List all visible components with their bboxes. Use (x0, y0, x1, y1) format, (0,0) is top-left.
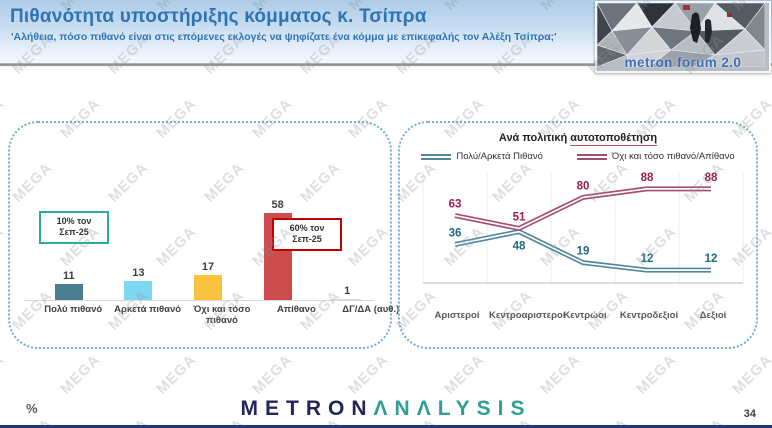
bar-value-label: 17 (201, 260, 215, 273)
bar-column: 1 (312, 123, 382, 300)
line-value-label: 19 (577, 246, 590, 258)
bottom-bar (0, 425, 772, 428)
bar-chart: 11 13 17 58 1 Πολύ πιθανό Αρκετά πιθανό Όχι κα… (12, 123, 399, 326)
line-chart-category-axis: Αριστεροί Κεντροαριστεροί Κεντρώοι Κεντροδε… (425, 310, 745, 321)
line-category-label: Κεντρώοι (563, 310, 607, 321)
bar (333, 298, 362, 300)
bar-value-label: 11 (62, 269, 75, 282)
legend-swatch-likely (421, 153, 452, 160)
line-category-label: Δεξιοί (699, 310, 727, 321)
line-chart-panel: Ανά πολιτική αυτοτοποθέτηση Πολύ/Αρκετά … (398, 121, 758, 349)
bar-chart-axis (24, 300, 374, 301)
metron-forum-logo: metron forum 2.0 (624, 55, 742, 70)
line-value-label: 88 (641, 172, 654, 184)
line-chart-title: Ανά πολιτική αυτοτοποθέτηση (400, 132, 756, 146)
watermark-text: MEGA (345, 351, 392, 398)
line-chart-title-prefix: Ανά πολιτική (498, 132, 571, 144)
bar-category-label: Όχι και τόσο πιθανό (193, 304, 251, 327)
watermark-text: MEGA (153, 351, 200, 398)
line-category-label: Κεντροαριστεροί (489, 310, 566, 321)
bar-value-label: 13 (132, 266, 145, 279)
brand-logo: METRONΛNΛLYSIS (0, 397, 772, 421)
bar-category-label: Απίθανο (276, 304, 316, 315)
line-series-inner (454, 187, 711, 230)
line-chart-legend: Πολύ/Αρκετά Πιθανό Όχι και τόσο πιθανό/Α… (400, 151, 756, 162)
watermark-text: MEGA (0, 95, 8, 142)
bar-value-label: 1 (344, 284, 351, 297)
watermark-text: MEGA (729, 351, 772, 398)
line-value-label: 36 (449, 227, 462, 239)
watermark-text: MEGA (57, 351, 104, 398)
bar-column: 58 (243, 123, 313, 300)
line-chart: 36 48 19 12 12 63 51 80 88 88 (422, 172, 744, 284)
legend-label-unlikely: Όχι και τόσο πιθανό/Απίθανο (611, 151, 735, 162)
legend-item-unlikely: Όχι και τόσο πιθανό/Απίθανο (576, 151, 735, 162)
legend-item-likely: Πολύ/Αρκετά Πιθανό (421, 151, 543, 162)
watermark-text: MEGA (441, 351, 488, 398)
line-series-inner (454, 230, 711, 272)
header-photo: metron forum 2.0 (595, 1, 771, 73)
facade-mosaic-image (597, 3, 765, 67)
annotation-sep25-high-text: 60% τον Σεπ-25 (289, 223, 325, 245)
line-value-label: 12 (705, 253, 718, 265)
bar (193, 274, 222, 300)
brand-metron: METRON (240, 397, 374, 420)
annotation-sep25-low-text: 10% τον Σεπ-25 (56, 216, 92, 238)
bar-chart-panel: 11 13 17 58 1 Πολύ πιθανό Αρκετά πιθανό Όχι κα… (8, 121, 399, 349)
line-value-label: 63 (449, 199, 462, 211)
watermark-text: MEGA (249, 351, 296, 398)
brand-analysis: ΛNΛLYSIS (373, 397, 532, 420)
line-category-label: Αριστεροί (434, 310, 480, 321)
line-category-label: Κεντροδεξιοί (619, 310, 679, 321)
bar (124, 280, 153, 300)
bar-category-label: ΔΓ/ΔΑ (αυθ.) (342, 304, 400, 315)
percent-label: % (26, 401, 38, 416)
bar-value-label: 58 (271, 199, 284, 211)
legend-label-likely: Πολύ/Αρκετά Πιθανό (456, 151, 543, 162)
line-chart-title-underlined: αυτοτοποθέτηση (570, 132, 658, 146)
line-value-label: 48 (513, 241, 526, 253)
line-value-label: 12 (641, 253, 654, 265)
line-value-label: 88 (705, 172, 718, 184)
bar-column: 13 (104, 123, 174, 300)
bar-column: 17 (173, 123, 243, 300)
bar-category-label: Πολύ πιθανό (44, 304, 103, 315)
line-value-label: 51 (513, 211, 526, 223)
watermark-text: MEGA (633, 351, 680, 398)
annotation-sep25-high: 60% τον Σεπ-25 (272, 218, 342, 251)
legend-swatch-unlikely (576, 153, 607, 160)
line-value-label: 80 (577, 180, 590, 192)
watermark-text: MEGA (0, 351, 8, 398)
header-divider (0, 63, 772, 67)
watermark-text: MEGA (537, 351, 584, 398)
bar-category-label: Αρκετά πιθανό (114, 304, 182, 315)
bar-column: 11 (34, 123, 104, 300)
watermark-text: MEGA (0, 223, 8, 270)
bar (54, 283, 83, 300)
page-subtitle: 'Αλήθεια, πόσο πιθανό είναι στις επόμενε… (11, 31, 557, 43)
page-title: Πιθανότητα υποστήριξης κόμματος κ. Τσίπρ… (10, 6, 427, 27)
page-number: 34 (743, 408, 756, 420)
annotation-sep25-low: 10% τον Σεπ-25 (39, 211, 109, 244)
